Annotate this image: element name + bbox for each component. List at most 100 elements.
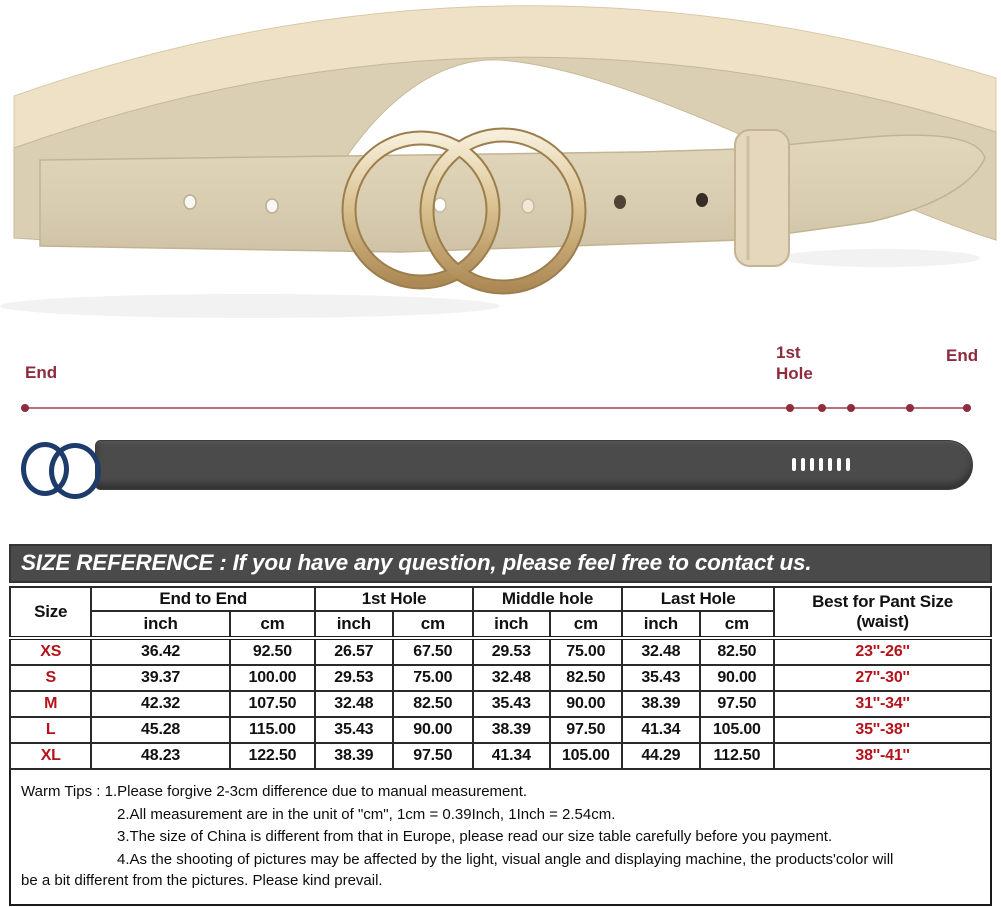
value-cell: 35.43 <box>314 716 394 744</box>
header-row-units: inch cm inch cm inch cm inch cm <box>10 610 991 640</box>
measurement-diagram: End 1st Hole End <box>0 332 1001 543</box>
value-cell: 75.00 <box>548 637 624 666</box>
size-reference-title: SIZE REFERENCE : If you have any questio… <box>9 544 992 583</box>
table-row: L 45.28 115.00 35.43 90.00 38.39 97.50 4… <box>8 716 992 744</box>
best-pant-size-line1: Best for Pant Size <box>812 591 954 611</box>
measurement-dot <box>963 404 971 412</box>
value-cell: 90.00 <box>391 716 475 744</box>
value-cell: 90.00 <box>698 664 776 692</box>
size-cell: S <box>8 664 93 692</box>
unit-header-cm: cm <box>391 610 475 640</box>
value-cell: 29.53 <box>314 664 394 692</box>
value-cell: 97.50 <box>698 690 776 718</box>
belt-holes-dashes <box>792 458 850 471</box>
measurement-dot <box>906 404 914 412</box>
warm-tips-line4: 4.As the shooting of pictures may be aff… <box>21 851 894 889</box>
value-cell: 32.48 <box>472 664 551 692</box>
warm-tips-line3: 3.The size of China is different from th… <box>117 828 833 846</box>
belt-hole <box>433 197 447 213</box>
measurement-dot <box>818 404 826 412</box>
value-cell: 112.50 <box>698 742 776 770</box>
value-cell: 35.43 <box>621 664 701 692</box>
value-cell: 42.32 <box>90 690 231 718</box>
pant-size-cell: 38''-41'' <box>773 742 992 770</box>
col-header-last-hole: Last Hole <box>621 586 776 612</box>
value-cell: 35.43 <box>472 690 551 718</box>
best-pant-size-line2: (waist) <box>856 612 909 631</box>
measurement-dot <box>847 404 855 412</box>
value-cell: 26.57 <box>314 637 394 666</box>
double-ring-buckle-icon <box>341 127 587 295</box>
unit-header-inch: inch <box>472 610 551 640</box>
belt-keeper-loop <box>734 129 790 267</box>
pant-size-cell: 35''-38'' <box>773 716 992 744</box>
value-cell: 67.50 <box>391 637 475 666</box>
unit-header-inch: inch <box>621 610 701 640</box>
warm-tips-line2: 2.All measurement are in the unit of "cm… <box>117 805 616 823</box>
first-hole-label-line2: Hole <box>776 364 813 384</box>
belt-shadow <box>780 249 980 267</box>
value-cell: 41.34 <box>621 716 701 744</box>
unit-header-cm: cm <box>698 610 776 640</box>
warm-tips: Warm Tips : 1.Please forgive 2-3cm diffe… <box>9 770 992 906</box>
value-cell: 105.00 <box>548 742 624 770</box>
value-cell: 107.50 <box>228 690 317 718</box>
table-row: XL 48.23 122.50 38.39 97.50 41.34 105.00… <box>8 742 992 770</box>
size-cell: M <box>8 690 93 718</box>
first-hole-label: 1st Hole <box>776 342 813 385</box>
belt-hole <box>265 198 279 214</box>
value-cell: 45.28 <box>90 716 231 744</box>
col-header-middle-hole: Middle hole <box>471 586 624 612</box>
col-header-1st-hole: 1st Hole <box>314 586 474 612</box>
value-cell: 32.48 <box>621 637 701 666</box>
end-left-label: End <box>25 363 58 382</box>
value-cell: 29.53 <box>472 637 551 666</box>
table-row: M 42.32 107.50 32.48 82.50 35.43 90.00 3… <box>8 690 992 718</box>
unit-header-cm: cm <box>548 610 624 640</box>
value-cell: 100.00 <box>228 664 317 692</box>
belt-hole <box>183 194 197 210</box>
belt-hole <box>696 193 708 207</box>
end-right-label: End <box>946 346 979 365</box>
value-cell: 82.50 <box>548 664 624 692</box>
value-cell: 97.50 <box>548 716 624 744</box>
value-cell: 38.39 <box>621 690 701 718</box>
value-cell: 105.00 <box>698 716 776 744</box>
col-header-best-pant-size: Best for Pant Size (waist) <box>773 586 992 640</box>
col-header-end-to-end: End to End <box>90 586 317 612</box>
measurement-dot <box>786 404 794 412</box>
unit-header-cm: cm <box>228 610 317 640</box>
value-cell: 82.50 <box>698 637 776 666</box>
value-cell: 122.50 <box>228 742 317 770</box>
value-cell: 44.29 <box>621 742 701 770</box>
ring-icon <box>49 443 101 499</box>
size-table: Size End to End 1st Hole Middle hole Las… <box>8 586 992 770</box>
belt-photo-illustration <box>0 5 997 318</box>
value-cell: 38.39 <box>314 742 394 770</box>
value-cell: 75.00 <box>391 664 475 692</box>
belt-bar-illustration <box>96 441 972 489</box>
value-cell: 90.00 <box>548 690 624 718</box>
col-header-size: Size <box>8 586 93 640</box>
value-cell: 36.42 <box>90 637 231 666</box>
belt-shadow <box>0 294 500 318</box>
measure-line <box>25 407 967 409</box>
size-cell: L <box>8 716 93 744</box>
value-cell: 92.50 <box>228 637 317 666</box>
value-cell: 38.39 <box>472 716 551 744</box>
size-reference-section: SIZE REFERENCE : If you have any questio… <box>8 544 992 906</box>
value-cell: 115.00 <box>228 716 317 744</box>
size-cell: XS <box>8 637 93 666</box>
value-cell: 41.34 <box>472 742 551 770</box>
unit-header-inch: inch <box>314 610 394 640</box>
measurement-dot <box>21 404 29 412</box>
belt-hole <box>614 195 626 209</box>
header-row-groups: Size End to End 1st Hole Middle hole Las… <box>8 586 992 640</box>
table-row: S 39.37 100.00 29.53 75.00 32.48 82.50 3… <box>8 664 992 692</box>
warm-tips-line1: Warm Tips : 1.Please forgive 2-3cm diffe… <box>21 783 528 800</box>
pant-size-cell: 23''-26'' <box>773 637 992 666</box>
value-cell: 82.50 <box>391 690 475 718</box>
pant-size-cell: 31''-34'' <box>773 690 992 718</box>
unit-header-inch: inch <box>90 610 231 640</box>
table-row: XS 36.42 92.50 26.57 67.50 29.53 75.00 3… <box>8 637 992 666</box>
